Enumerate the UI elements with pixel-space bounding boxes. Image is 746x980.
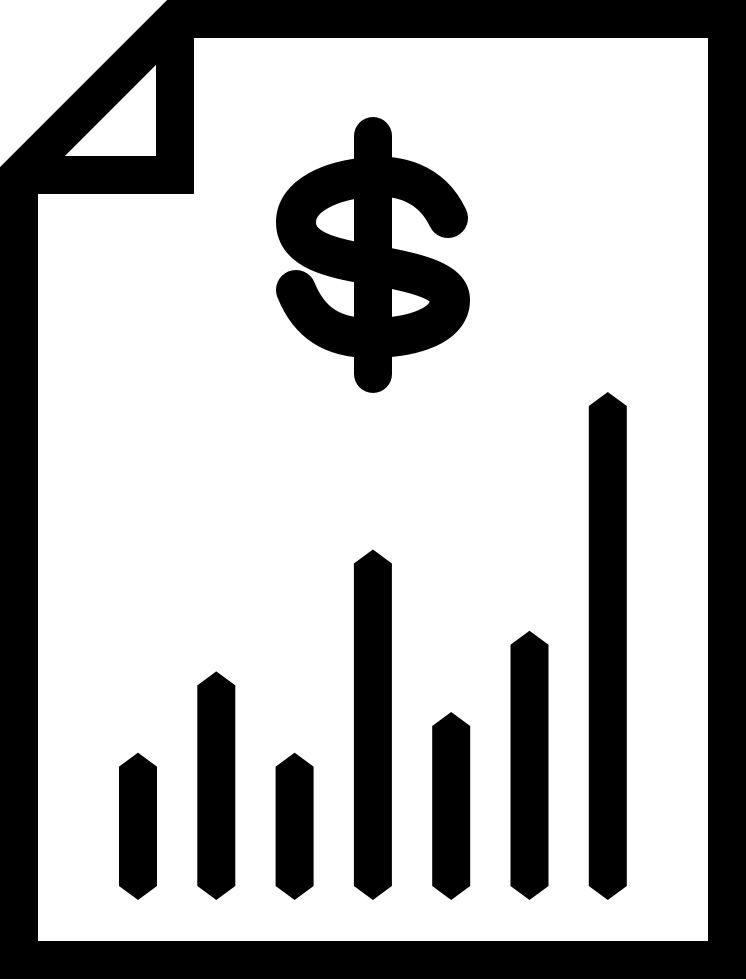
bar-5 [432,712,471,900]
bar-4 [353,549,392,900]
bar-3 [275,752,314,900]
bar-1 [119,752,157,900]
bar-2 [197,671,236,900]
bar-6 [510,630,549,900]
dollar-sign-icon [276,117,470,393]
bar-7 [588,392,627,900]
folded-corner-icon [19,19,194,194]
bar-chart-icon [119,392,627,900]
